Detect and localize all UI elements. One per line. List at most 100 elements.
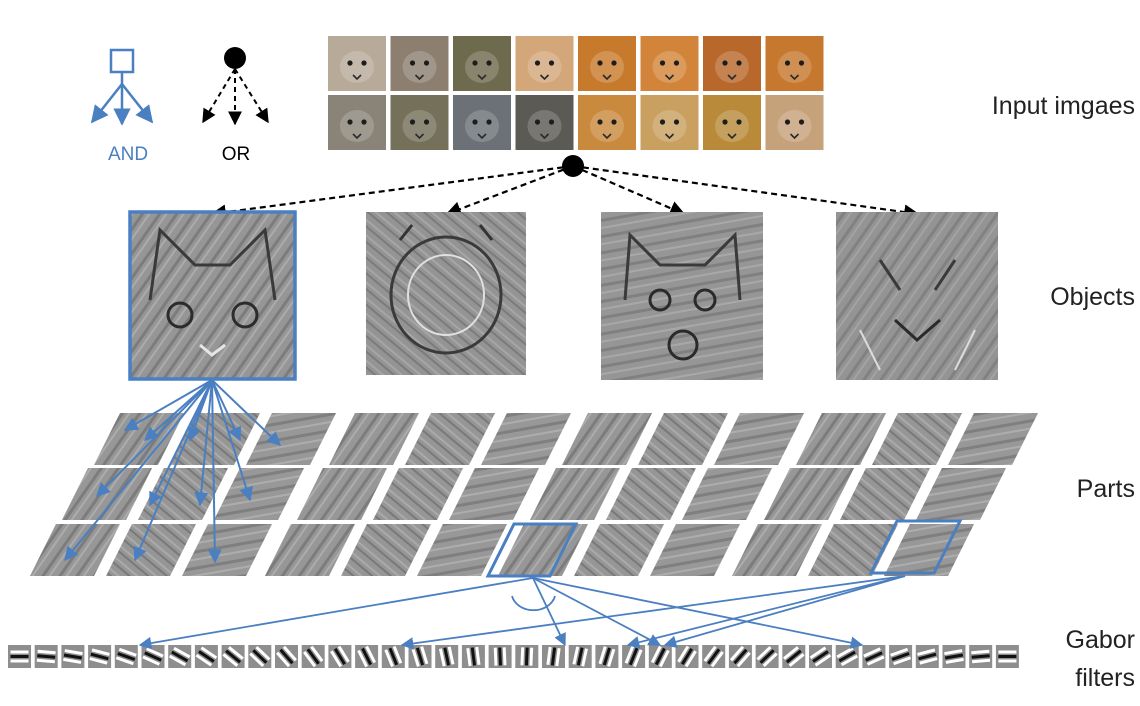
gabor-filter [8,645,31,668]
input-image-cat [515,36,574,91]
part-tile [562,413,652,465]
gabor-filter [675,645,699,668]
part-tile [884,524,974,576]
gabor-filter [648,645,672,668]
part-tile [796,413,886,465]
object-tiger [366,212,526,375]
part-tile [638,413,728,465]
input-image-wolf [515,95,574,150]
gabor-filter [889,645,913,668]
gabor-filter [461,645,485,668]
input-image-tiger [640,36,699,91]
gabor-filter [809,645,832,668]
part-tile [498,524,588,576]
part-tile [481,413,571,465]
or-label: OR [222,144,251,165]
part-tile [916,468,1006,520]
gabor-filter [275,645,298,668]
input-image-wolf [390,95,449,150]
part-tile [138,468,228,520]
part-tile [872,413,962,465]
part-tile [417,524,507,576]
gabor-filter [915,645,939,668]
label-parts: Parts [1077,475,1135,503]
parts-grid [30,413,1038,576]
gabor-filter [969,645,993,668]
gabor-filter [488,645,512,668]
gabor-filter [595,645,619,668]
gabor-filter [381,645,405,668]
and-arrows-object-to-parts [64,379,282,564]
part-tile [948,413,1038,465]
highlighted-parts [485,519,963,578]
input-image-cat [390,36,449,91]
input-image-wolf [453,95,511,150]
gabor-filter [942,645,966,668]
part-tile [682,468,772,520]
gabor-filter [782,645,806,668]
input-image-grid [328,36,824,150]
part-tile [373,468,463,520]
gabor-filter [114,645,138,668]
part-tile [182,524,272,576]
input-image-tiger [578,36,636,91]
part-tile [732,524,822,576]
gabor-filter [835,645,859,668]
gabor-filter [34,645,58,668]
gabor-filter [435,645,459,668]
input-image-lion [765,95,824,150]
part-tile [714,413,804,465]
gabor-filter [88,645,112,668]
gabor-filter [862,645,886,668]
gabor-filter [728,645,752,668]
gabor-filter [995,645,1019,668]
part-tile [840,468,930,520]
part-tile [30,524,120,576]
part-tile [341,524,431,576]
gabor-filter [221,645,245,668]
gabor-filter [622,645,646,668]
part-tile [530,468,620,520]
part-tile [808,524,898,576]
input-image-lion [703,95,761,150]
part-tile [449,468,539,520]
gabor-filter [568,645,592,668]
input-image-lion [640,95,699,150]
gabor-filter [328,645,352,668]
part-tile [246,413,336,465]
gabor-filter [515,645,539,668]
input-image-wolf [328,95,386,150]
or-root [210,155,920,220]
input-image-lion [578,95,636,150]
gabor-filter [755,645,779,668]
gabor-filter [301,645,325,668]
input-image-tiger [765,36,824,91]
label-gabor-line1: Gabor [1066,626,1135,654]
part-tile [606,468,696,520]
label-objects: Objects [1050,283,1135,311]
gabor-filter [61,645,85,668]
part-tile [405,413,495,465]
gabor-filter [248,645,272,668]
object-cat [128,210,297,381]
label-gabor-line2: filters [1075,664,1135,692]
label-input-images: Input imgaes [992,92,1135,120]
object-lion [836,212,998,380]
gabor-filter-strip [8,645,1019,668]
input-image-cat [453,36,511,91]
gabor-filter [408,645,432,668]
gabor-filter [141,645,165,668]
or-root-node [562,155,584,177]
gabor-filter [194,645,218,668]
gabor-filter [168,645,192,668]
part-tile [214,468,304,520]
object-templates [128,210,998,381]
or-node-icon [202,47,269,126]
input-image-tiger [703,36,761,91]
gabor-filter [355,645,379,668]
gabor-filter [702,645,726,668]
part-tile [265,524,355,576]
and-node-icon [90,48,154,126]
object-wolf [601,212,763,380]
